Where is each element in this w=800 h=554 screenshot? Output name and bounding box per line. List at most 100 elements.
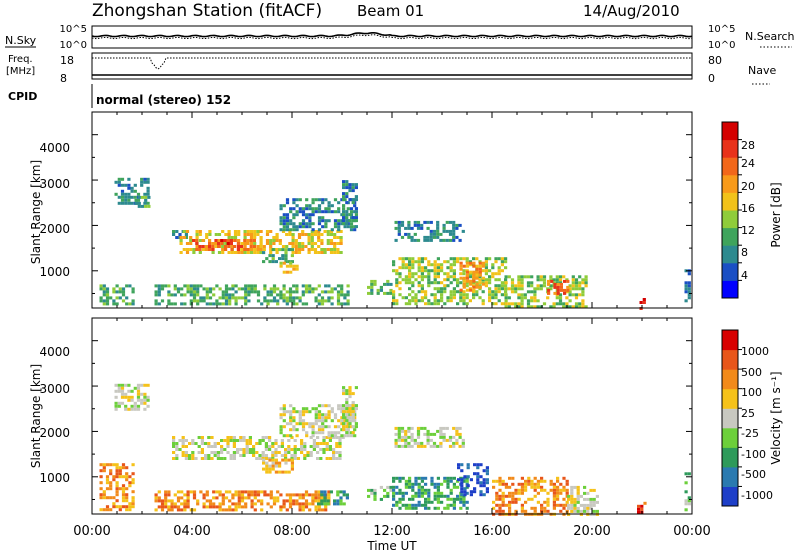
heatmap-cell — [367, 291, 371, 295]
heatmap-cell — [298, 413, 302, 417]
heatmap-cell — [115, 481, 119, 485]
heatmap-cell — [562, 476, 566, 480]
heatmap-cell — [573, 509, 577, 513]
heatmap-cell — [140, 392, 144, 396]
heatmap-cell — [433, 293, 437, 297]
heatmap-cell — [324, 219, 328, 223]
heatmap-cell — [346, 416, 350, 420]
heatmap-cell — [280, 442, 284, 445]
power-heatmap — [99, 177, 691, 310]
heatmap-cell — [397, 223, 401, 227]
heatmap-cell — [536, 479, 540, 483]
heatmap-cell — [140, 195, 145, 199]
heatmap-cell — [239, 448, 243, 451]
heatmap-cell — [481, 302, 485, 306]
heatmap-cell — [684, 490, 688, 494]
heatmap-cell — [504, 290, 508, 294]
heatmap-cell — [188, 454, 192, 457]
heatmap-cell — [321, 210, 325, 214]
heatmap-cell — [182, 248, 186, 251]
heatmap-cell — [208, 239, 212, 242]
heatmap-cell — [314, 490, 318, 494]
heatmap-cell — [121, 499, 126, 503]
heatmap-cell — [114, 180, 118, 184]
heatmap-cell — [351, 198, 355, 202]
heatmap-cell — [475, 290, 479, 294]
heatmap-cell — [99, 284, 103, 288]
heatmap-cell — [417, 281, 421, 285]
velocity-range-tick-4000: 4000 — [39, 345, 70, 359]
heatmap-cell — [221, 248, 225, 251]
heatmap-cell — [429, 232, 433, 236]
heatmap-cell — [131, 463, 135, 467]
heatmap-cell — [354, 386, 358, 390]
heatmap-cell — [289, 434, 293, 438]
heatmap-cell — [491, 275, 495, 279]
heatmap-cell — [401, 263, 405, 267]
heatmap-cell — [164, 493, 168, 497]
heatmap-cell — [317, 228, 322, 232]
heatmap-cell — [485, 472, 489, 476]
heatmap-cell — [433, 494, 437, 498]
heatmap-cell — [469, 490, 473, 494]
heatmap-cell — [232, 457, 236, 460]
heatmap-cell — [508, 503, 512, 507]
heatmap-cell — [295, 287, 299, 291]
heatmap-cell — [416, 444, 421, 448]
heatmap-cell — [288, 233, 292, 236]
heatmap-cell — [136, 395, 141, 399]
heatmap-cell — [234, 299, 238, 303]
heatmap-cell — [410, 444, 414, 448]
heatmap-cell — [330, 287, 334, 291]
heatmap-cell — [301, 407, 306, 411]
heatmap-cell — [353, 228, 357, 232]
heatmap-cell — [342, 490, 346, 494]
heatmap-cell — [292, 425, 296, 429]
heatmap-cell — [336, 248, 340, 251]
heatmap-cell — [524, 488, 528, 492]
velocity-cb-tick-500: 500 — [741, 366, 762, 379]
heatmap-cell — [354, 207, 358, 211]
heatmap-cell — [114, 404, 118, 408]
heatmap-cell — [432, 444, 437, 448]
heatmap-cell — [465, 279, 470, 283]
heatmap-cell — [546, 497, 550, 501]
heatmap-cell — [445, 426, 449, 430]
heatmap-cell — [494, 293, 498, 297]
heatmap-cell — [125, 499, 129, 503]
heatmap-cell — [578, 305, 582, 309]
heatmap-cell — [404, 444, 408, 448]
heatmap-cell — [226, 239, 230, 242]
heatmap-cell — [420, 426, 424, 430]
heatmap-cell — [476, 475, 480, 479]
heatmap-cell — [308, 207, 312, 211]
heatmap-cell — [354, 183, 358, 187]
heatmap-cell — [485, 490, 489, 494]
heatmap-cell — [395, 503, 399, 507]
heatmap-cell — [430, 281, 434, 285]
heatmap-cell — [543, 509, 547, 513]
heatmap-cell — [279, 222, 283, 226]
heatmap-cell — [514, 488, 518, 492]
heatmap-cell — [253, 248, 257, 251]
heatmap-cell — [154, 493, 158, 497]
heatmap-cell — [452, 257, 456, 261]
heatmap-cell — [392, 302, 396, 306]
heatmap-cell — [547, 279, 551, 283]
heatmap-cell — [410, 432, 414, 436]
heatmap-cell — [417, 257, 421, 261]
heatmap-cell — [333, 245, 337, 248]
heatmap-cell — [420, 503, 424, 507]
heatmap-cell — [192, 293, 197, 297]
time-tick-0000: 00:00 — [73, 524, 110, 539]
heatmap-cell — [208, 502, 213, 506]
heatmap-cell — [196, 302, 200, 306]
heatmap-cell — [472, 257, 476, 261]
heatmap-cell — [115, 472, 119, 476]
heatmap-cell — [259, 239, 263, 242]
heatmap-cell — [458, 426, 462, 430]
heatmap-cell — [189, 299, 193, 303]
heatmap-cell — [491, 302, 495, 306]
heatmap-cell — [117, 383, 121, 387]
heatmap-cell — [240, 505, 245, 509]
